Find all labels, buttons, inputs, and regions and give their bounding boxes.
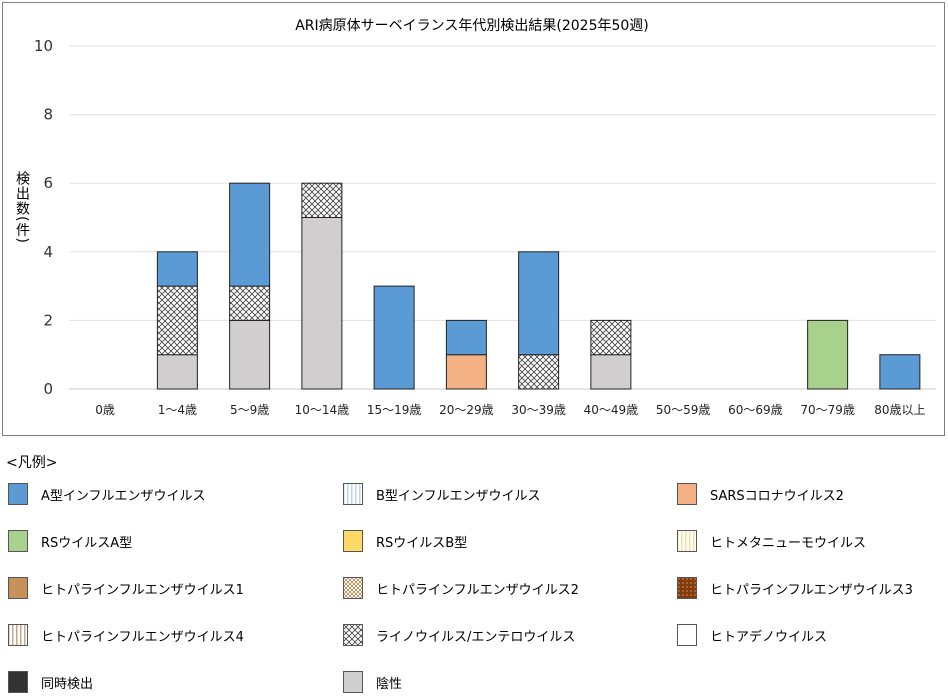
legend-label: ヒトパラインフルエンザウイルス3 xyxy=(710,582,913,598)
bar-segment xyxy=(807,319,849,390)
bar-segment xyxy=(590,319,632,356)
x-tick-label: 30〜39歳 xyxy=(511,403,566,417)
y-tick-label: 6 xyxy=(43,174,53,192)
legend-swatch xyxy=(677,483,697,505)
y-tick-label: 10 xyxy=(34,37,53,55)
legend-item: ヒトアデノウイルス xyxy=(677,624,827,646)
x-tick-label: 60〜69歳 xyxy=(728,403,783,417)
bar-segment xyxy=(156,251,198,287)
legend-swatch xyxy=(343,577,363,599)
bar-segment xyxy=(518,251,560,356)
bar-segment xyxy=(373,285,415,390)
legend-item: ヒトパラインフルエンザウイルス4 xyxy=(8,624,244,646)
bar-segment xyxy=(156,354,198,390)
bar-segment xyxy=(879,354,921,390)
bar-segment xyxy=(229,319,271,390)
legend-swatch xyxy=(343,483,363,505)
legend-item: RSウイルスB型 xyxy=(343,530,467,552)
legend-item: ヒトパラインフルエンザウイルス1 xyxy=(8,577,244,599)
chart-title: ARI病原体サーベイランス年代別検出結果(2025年50週) xyxy=(295,18,649,34)
legend-item: 同時検出 xyxy=(8,671,93,693)
legend-swatch xyxy=(343,671,363,693)
legend-swatch xyxy=(677,577,697,599)
x-tick-label: 0歳 xyxy=(95,403,115,417)
x-tick-label: 40〜49歳 xyxy=(584,403,639,417)
legend-swatch xyxy=(677,530,697,552)
bar-segment xyxy=(445,354,487,390)
legend-swatch xyxy=(8,483,28,505)
y-tick-label: 0 xyxy=(43,380,53,398)
x-tick-label: 5〜9歳 xyxy=(230,403,269,417)
bar-segment xyxy=(229,182,271,287)
legend-label: ライノウイルス/エンテロウイルス xyxy=(376,629,576,645)
legend-label: ヒトパラインフルエンザウイルス2 xyxy=(376,582,579,598)
legend-label: ヒトメタニューモウイルス xyxy=(710,535,867,551)
bar-segment xyxy=(590,354,632,390)
legend-label: ヒトアデノウイルス xyxy=(710,629,828,645)
legend-swatch xyxy=(8,671,28,693)
legend-swatch xyxy=(343,530,363,552)
legend-title: <凡例> xyxy=(6,455,58,471)
bar-segment xyxy=(518,354,560,390)
legend-item: 陰性 xyxy=(343,671,402,693)
x-tick-label: 15〜19歳 xyxy=(367,403,422,417)
bar-segment xyxy=(445,319,487,356)
legend-item: ヒトメタニューモウイルス xyxy=(677,530,866,552)
bar-segment xyxy=(229,285,271,321)
legend-item: SARSコロナウイルス2 xyxy=(677,483,844,505)
legend-label: 同時検出 xyxy=(41,676,94,692)
bar-segment xyxy=(301,217,343,390)
bar-segment xyxy=(156,285,198,356)
legend-label: B型インフルエンザウイルス xyxy=(376,488,541,504)
legend-item: ライノウイルス/エンテロウイルス xyxy=(343,624,575,646)
legend-swatch xyxy=(8,530,28,552)
x-tick-label: 10〜14歳 xyxy=(295,403,350,417)
x-tick-label: 70〜79歳 xyxy=(800,403,855,417)
legend-item: B型インフルエンザウイルス xyxy=(343,483,541,505)
chart-plot: ARI病原体サーベイランス年代別検出結果(2025年50週) 0 2 4 6 8 10 0… xyxy=(34,18,936,417)
legend-swatch xyxy=(677,624,697,646)
y-tick-label: 8 xyxy=(43,106,53,124)
x-tick-label: 80歳以上 xyxy=(874,403,925,417)
legend-label: ヒトパラインフルエンザウイルス4 xyxy=(41,629,244,645)
legend-swatch xyxy=(8,624,28,646)
legend-label: RSウイルスB型 xyxy=(376,535,468,551)
y-tick-label: 4 xyxy=(43,243,53,261)
legend-label: RSウイルスA型 xyxy=(41,535,133,551)
legend-swatch xyxy=(8,577,28,599)
legend-item: ヒトパラインフルエンザウイルス2 xyxy=(343,577,579,599)
legend-label: SARSコロナウイルス2 xyxy=(710,488,844,504)
x-tick-label: 20〜29歳 xyxy=(439,403,494,417)
y-axis-label: 検出数(件) xyxy=(14,171,30,244)
bar-segment xyxy=(301,182,343,218)
legend-swatch xyxy=(343,624,363,646)
legend-label: A型インフルエンザウイルス xyxy=(41,488,206,504)
legend-item: ヒトパラインフルエンザウイルス3 xyxy=(677,577,913,599)
x-tick-label: 1〜4歳 xyxy=(158,403,197,417)
legend-item: A型インフルエンザウイルス xyxy=(8,483,206,505)
y-tick-label: 2 xyxy=(43,311,53,329)
x-tick-label: 50〜59歳 xyxy=(656,403,711,417)
chart-frame: ARI病原体サーベイランス年代別検出結果(2025年50週) 0 2 4 6 8 10 0… xyxy=(2,2,945,436)
legend-label: 陰性 xyxy=(376,676,403,692)
legend-item: RSウイルスA型 xyxy=(8,530,132,552)
legend-label: ヒトパラインフルエンザウイルス1 xyxy=(41,582,244,598)
